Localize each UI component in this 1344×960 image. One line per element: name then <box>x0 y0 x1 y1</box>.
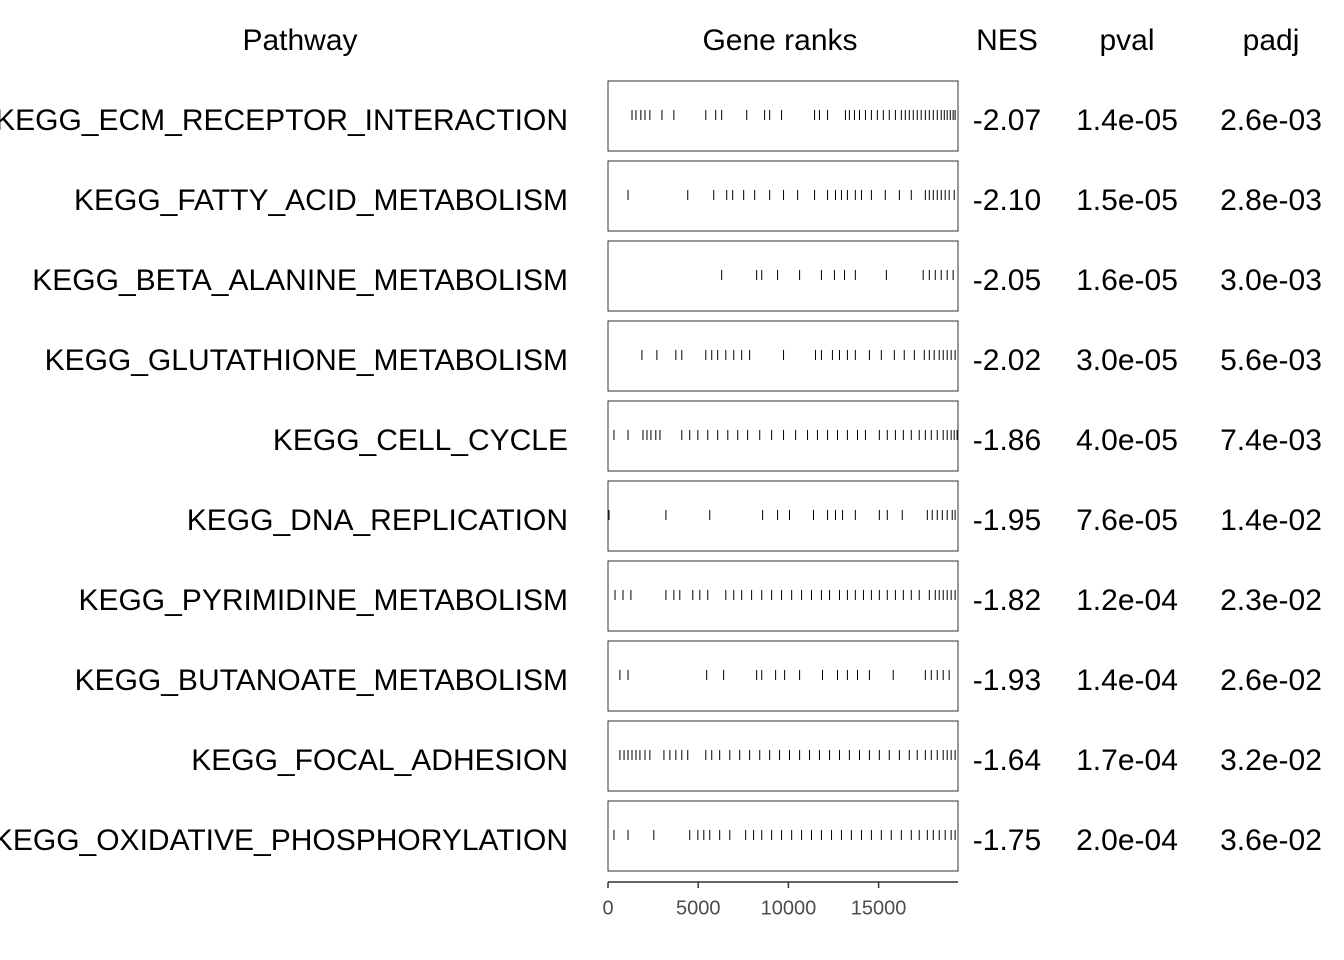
rank-box <box>607 640 959 712</box>
nes: -2.10 <box>973 184 1041 217</box>
pathway-name: KEGG_ECM_RECEPTOR_INTERACTION <box>0 104 568 137</box>
pathway-name: KEGG_DNA_REPLICATION <box>187 504 568 537</box>
padj: 1.4e-02 <box>1220 504 1322 537</box>
padj: 2.8e-03 <box>1220 184 1322 217</box>
pathway-name: KEGG_BETA_ALANINE_METABOLISM <box>32 264 568 297</box>
x-tick-label: 5000 <box>676 897 721 919</box>
pval: 1.5e-05 <box>1076 184 1178 217</box>
padj: 3.6e-02 <box>1220 824 1322 857</box>
nes: -1.75 <box>973 824 1041 857</box>
header-pathway: Pathway <box>242 24 357 57</box>
nes: -1.82 <box>973 584 1041 617</box>
pval: 2.0e-04 <box>1076 824 1178 857</box>
nes: -2.05 <box>973 264 1041 297</box>
rank-box <box>607 160 959 232</box>
rank-box <box>607 800 959 872</box>
header-padj: padj <box>1243 24 1300 57</box>
header-pval: pval <box>1099 24 1154 57</box>
rank-box <box>607 400 959 472</box>
pathway-name: KEGG_FATTY_ACID_METABOLISM <box>74 184 568 217</box>
rank-box <box>607 320 959 392</box>
x-tick-label: 10000 <box>761 897 817 919</box>
pval: 3.0e-05 <box>1076 344 1178 377</box>
rank-box <box>607 240 959 312</box>
padj: 2.6e-03 <box>1220 104 1322 137</box>
padj: 5.6e-03 <box>1220 344 1322 377</box>
padj: 2.3e-02 <box>1220 584 1322 617</box>
nes: -1.64 <box>973 744 1041 777</box>
pval: 7.6e-05 <box>1076 504 1178 537</box>
x-tick-label: 15000 <box>851 897 907 919</box>
pathway-name: KEGG_OXIDATIVE_PHOSPHORYLATION <box>0 824 568 857</box>
pathway-name: KEGG_GLUTATHIONE_METABOLISM <box>45 344 568 377</box>
nes: -1.86 <box>973 424 1041 457</box>
nes: -1.93 <box>973 664 1041 697</box>
rank-box <box>607 80 959 152</box>
header-ranks: Gene ranks <box>702 24 857 57</box>
rank-box <box>607 720 959 792</box>
rank-box <box>607 480 959 552</box>
pval: 1.7e-04 <box>1076 744 1178 777</box>
pval: 4.0e-05 <box>1076 424 1178 457</box>
rank-box <box>607 560 959 632</box>
nes: -2.02 <box>973 344 1041 377</box>
padj: 7.4e-03 <box>1220 424 1322 457</box>
pathway-name: KEGG_BUTANOATE_METABOLISM <box>75 664 568 697</box>
pval: 1.2e-04 <box>1076 584 1178 617</box>
nes: -2.07 <box>973 104 1041 137</box>
header-nes: NES <box>976 24 1038 57</box>
nes: -1.95 <box>973 504 1041 537</box>
x-tick-label: 0 <box>602 897 613 919</box>
padj: 3.2e-02 <box>1220 744 1322 777</box>
padj: 2.6e-02 <box>1220 664 1322 697</box>
pval: 1.4e-04 <box>1076 664 1178 697</box>
pval: 1.4e-05 <box>1076 104 1178 137</box>
pathway-name: KEGG_PYRIMIDINE_METABOLISM <box>78 584 568 617</box>
pval: 1.6e-05 <box>1076 264 1178 297</box>
pathway-name: KEGG_CELL_CYCLE <box>273 424 568 457</box>
padj: 3.0e-03 <box>1220 264 1322 297</box>
pathway-name: KEGG_FOCAL_ADHESION <box>191 744 568 777</box>
